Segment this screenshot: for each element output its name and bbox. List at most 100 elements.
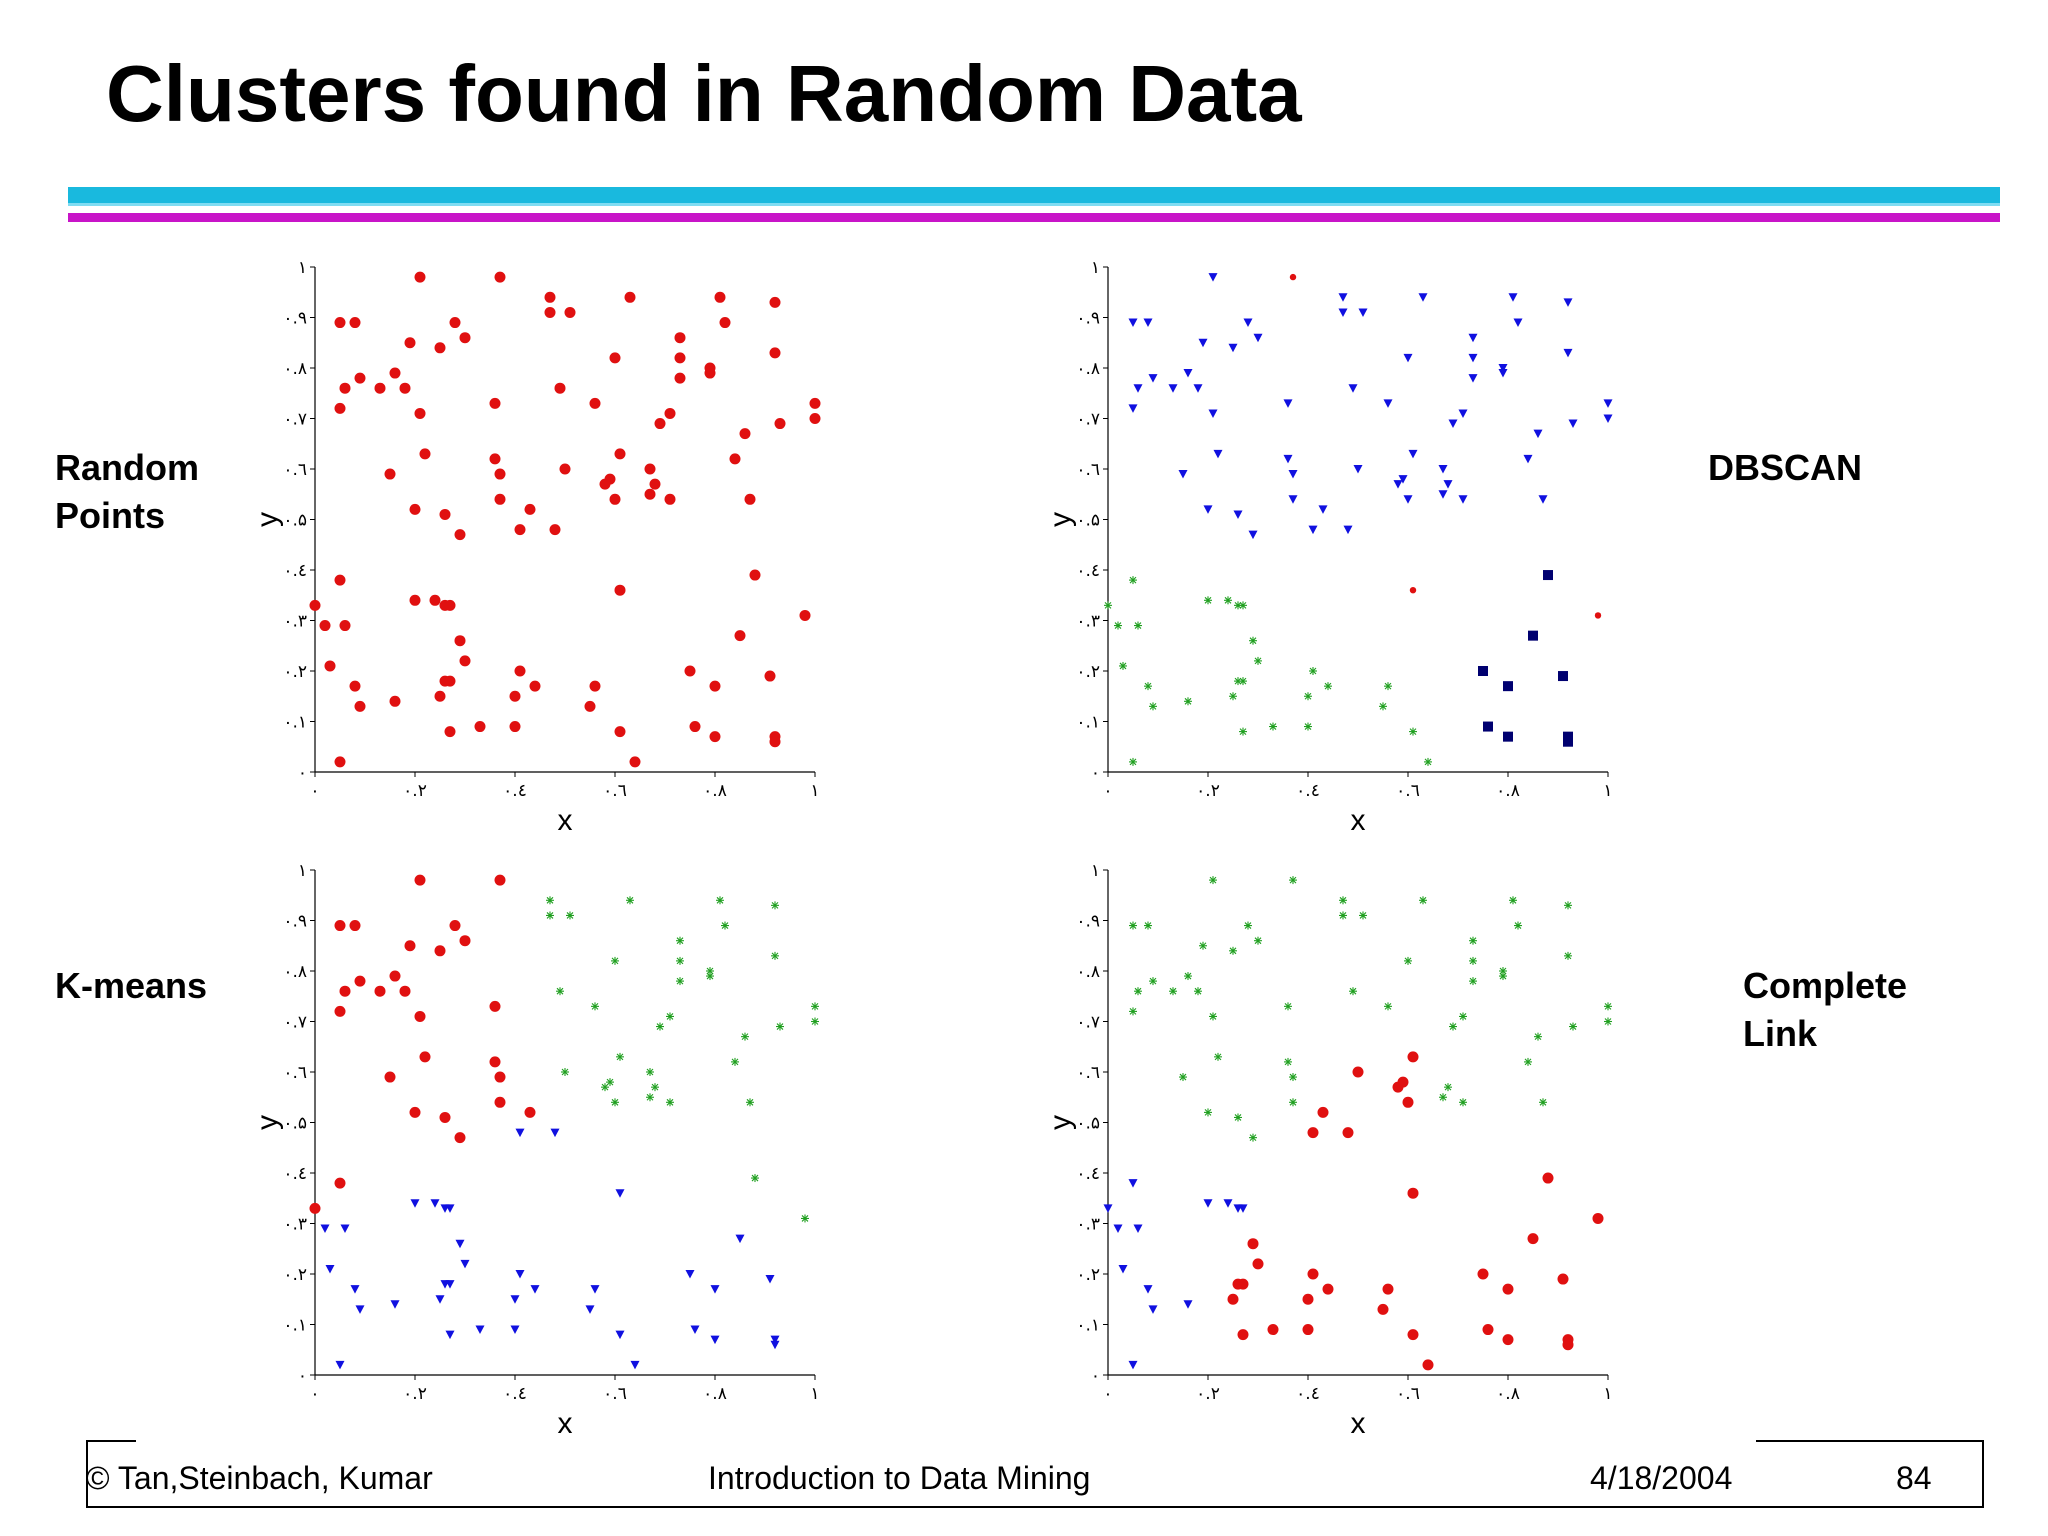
data-point-dot (409, 1106, 421, 1118)
data-point-triangle (1288, 495, 1298, 504)
label-random-points: Random Points (55, 447, 199, 536)
data-point-dot (449, 920, 461, 932)
data-point-dot (309, 1202, 321, 1214)
data-point-triangle (1243, 318, 1253, 328)
data-point-star (1339, 896, 1347, 905)
data-point-triangle (1203, 505, 1213, 514)
data-point-dot (414, 271, 426, 283)
data-point-dot (434, 945, 446, 957)
data-point-triangle (1133, 384, 1143, 393)
data-point-triangle (1143, 318, 1153, 328)
data-point-star (1459, 1098, 1467, 1107)
data-point-dot (414, 1010, 426, 1022)
slide-title: Clusters found in Random Data (106, 49, 1302, 138)
data-point-dot (704, 367, 716, 379)
data-point-dot (334, 574, 346, 586)
data-point-triangle (440, 1280, 450, 1289)
data-point-star (1129, 1007, 1137, 1016)
data-point-star (676, 977, 684, 986)
data-point-dot (414, 874, 426, 886)
data-point-dot (709, 680, 721, 692)
x-tick-label: ۰ (310, 781, 319, 801)
data-point-star (556, 987, 564, 996)
data-point-triangle (1533, 429, 1543, 439)
data-point-dot (614, 448, 626, 460)
data-point-dot-small (1594, 612, 1602, 619)
data-point-star (1234, 677, 1242, 686)
data-point-triangle (1128, 1179, 1138, 1188)
data-point-dot (354, 975, 366, 987)
data-point-star (1209, 1012, 1217, 1021)
data-point-dot (509, 721, 521, 733)
data-point-triangle (355, 1305, 365, 1314)
data-point-square (1563, 731, 1573, 742)
data-point-triangle (1353, 465, 1363, 474)
data-point-dot (809, 397, 821, 409)
data-point-star (1179, 1073, 1187, 1082)
y-tick-label: ۱ (298, 861, 307, 881)
y-tick-label: ۰.٦ (283, 460, 307, 480)
data-point-dot (459, 332, 471, 344)
data-point-star (776, 1022, 784, 1031)
data-point-dot (324, 660, 336, 672)
data-point-triangle (325, 1264, 335, 1274)
data-point-dot (409, 594, 421, 606)
x-tick-label: ۰.٦ (1396, 1384, 1420, 1404)
data-point-star (676, 936, 684, 945)
data-point-triangle (1198, 338, 1208, 348)
y-tick-label: ۰.۹ (1076, 309, 1100, 329)
data-point-dot (489, 453, 501, 465)
footer-date: 4/18/2004 (1590, 1460, 1733, 1496)
data-point-triangle (1288, 470, 1298, 479)
data-point-dot (1322, 1283, 1334, 1295)
data-point-triangle (335, 1360, 345, 1370)
y-tick-label: ۰.۲ (283, 662, 307, 682)
data-point-dot (1227, 1293, 1239, 1305)
y-tick-label: ۰.۸ (283, 962, 307, 982)
data-point-square (1558, 671, 1568, 682)
data-point-triangle (1103, 1204, 1113, 1213)
data-point-star (1359, 911, 1367, 920)
data-point-dot (734, 630, 746, 642)
data-point-dot (384, 468, 396, 480)
data-point-dot (1407, 1187, 1419, 1199)
data-point-triangle (1438, 465, 1448, 474)
data-point-dot (1502, 1334, 1514, 1346)
x-axis-title: x (558, 804, 573, 837)
x-tick-label: ۱ (1603, 1384, 1612, 1404)
data-point-dot (649, 478, 661, 490)
data-point-dot (1477, 1268, 1489, 1280)
data-point-star (1509, 896, 1517, 905)
data-point-dot (564, 306, 576, 318)
data-point-triangle (1128, 404, 1138, 413)
data-point-triangle (1233, 510, 1243, 519)
y-tick-label: ۰.۷ (1076, 410, 1100, 430)
data-point-dot-small (1289, 273, 1297, 281)
data-point-star (1239, 677, 1247, 686)
data-point-dot (319, 620, 331, 632)
data-point-square (1503, 681, 1513, 692)
x-tick-label: ۰.۲ (403, 781, 427, 801)
data-point-dot (1317, 1106, 1329, 1118)
x-tick-label: ۱ (810, 1384, 819, 1404)
data-point-star (1194, 987, 1202, 996)
x-tick-label: ۱ (1603, 781, 1612, 801)
data-point-dot (514, 665, 526, 677)
data-point-dot (1377, 1303, 1389, 1315)
data-point-dot (664, 493, 676, 505)
data-point-triangle (1538, 495, 1548, 504)
data-point-dot (674, 332, 686, 344)
data-point-star (771, 901, 779, 910)
y-tick-label: ۰.٤ (1076, 1164, 1100, 1184)
data-point-star (1129, 921, 1137, 930)
footer-course: Introduction to Data Mining (708, 1460, 1091, 1496)
data-point-dot (414, 407, 426, 419)
data-point-square (1478, 666, 1488, 676)
data-point-dot (474, 721, 486, 733)
y-tick-label: ۰.۹ (283, 912, 307, 932)
data-point-dot (494, 271, 506, 283)
data-point-dot (624, 291, 636, 303)
data-point-triangle (1113, 1224, 1123, 1234)
data-point-triangle (445, 1204, 455, 1213)
data-point-dot (584, 700, 596, 712)
